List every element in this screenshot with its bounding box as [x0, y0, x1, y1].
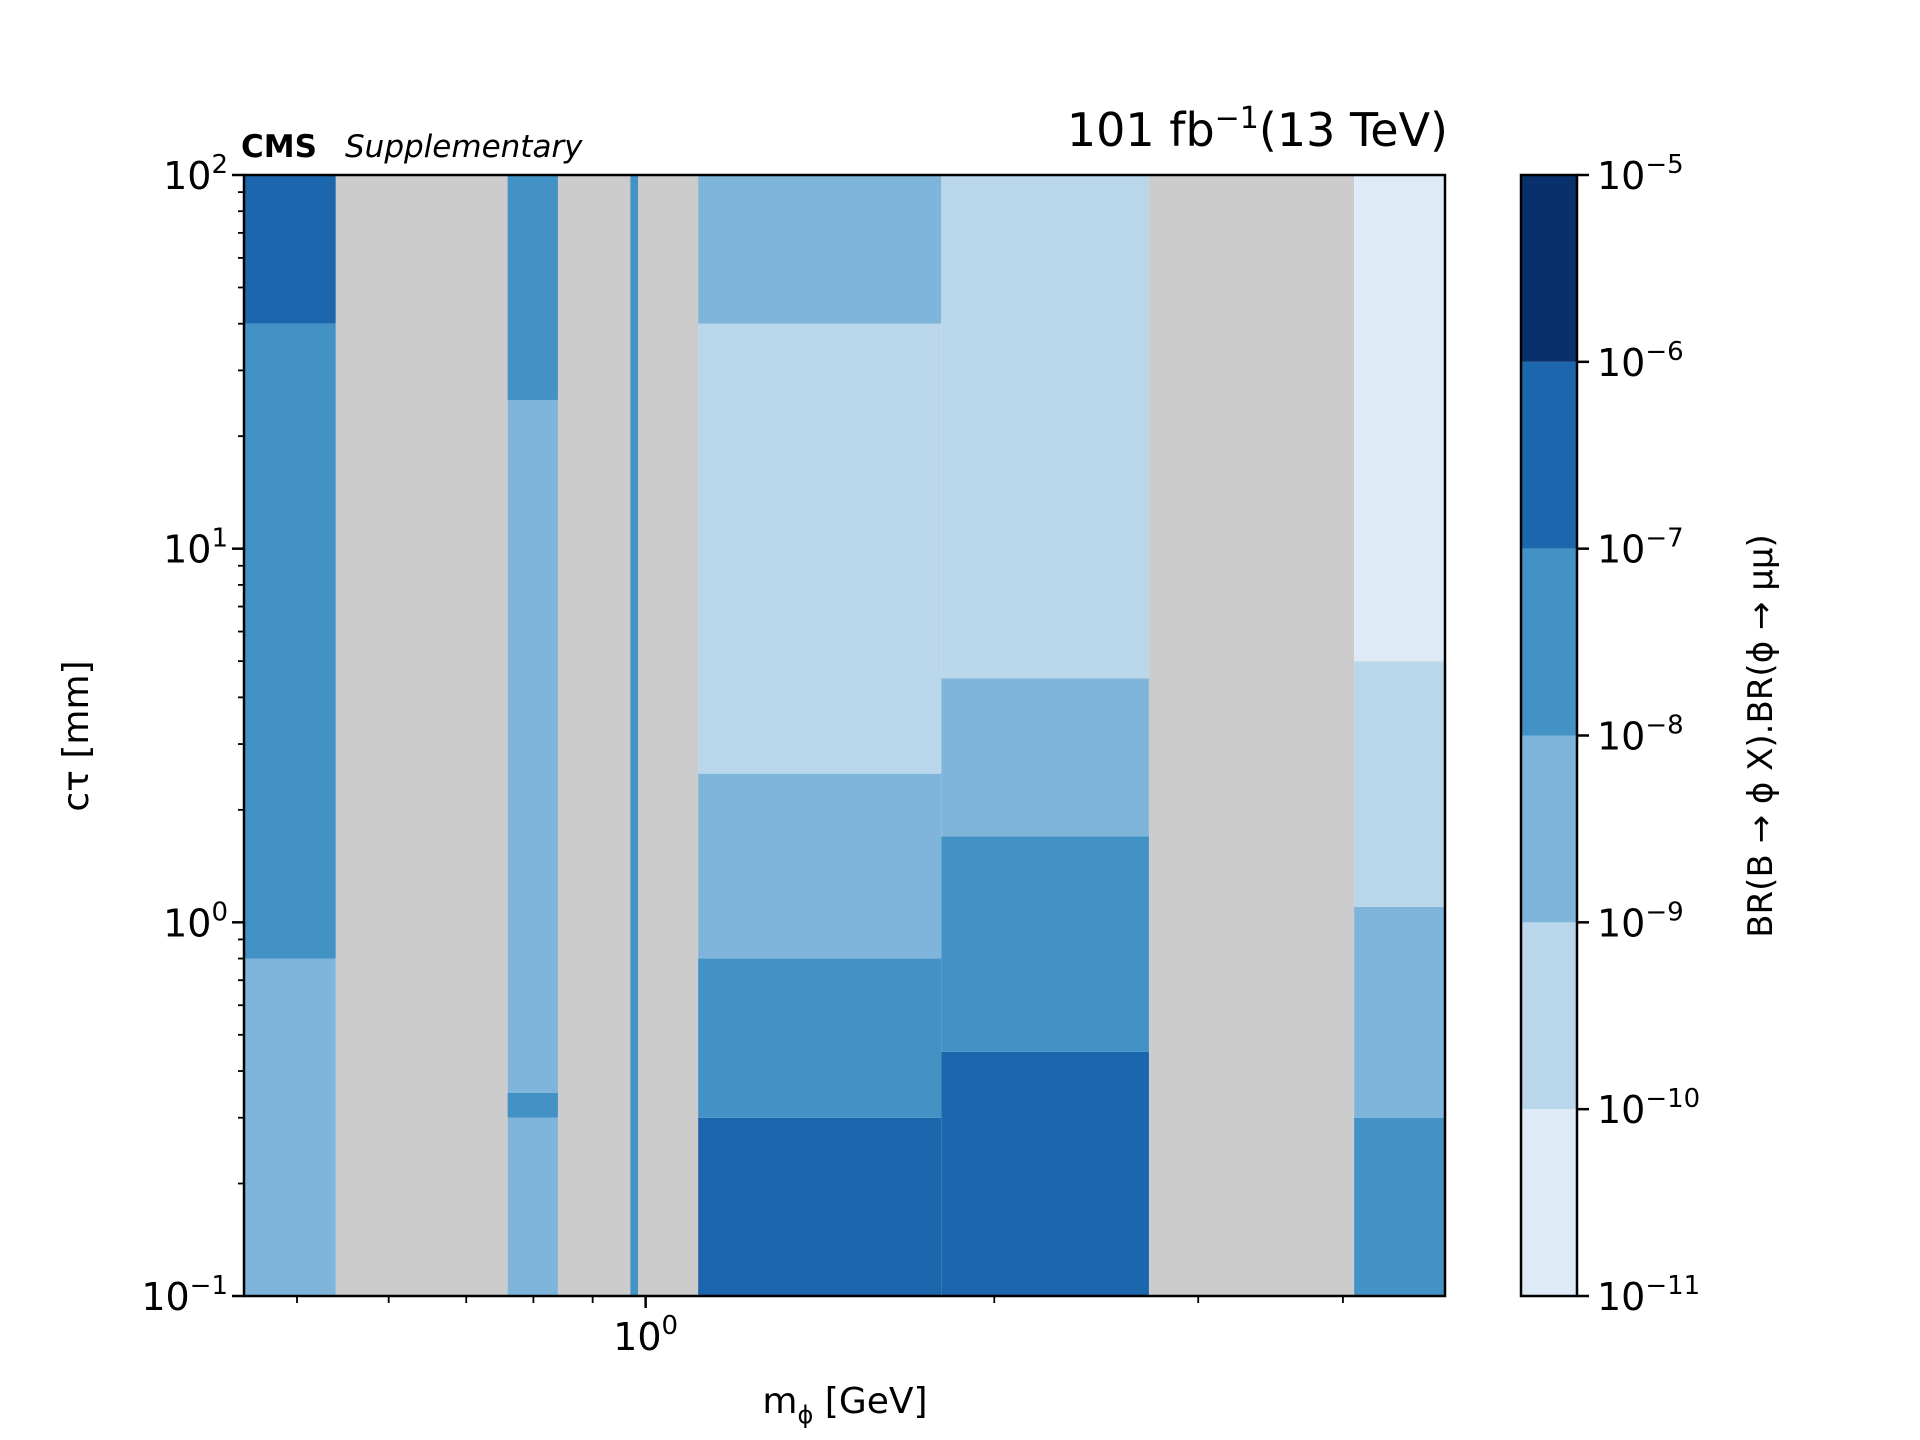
colorbar [1521, 175, 1577, 1296]
contour-band [244, 958, 336, 1296]
contour-band [244, 323, 336, 959]
y-tick-label: 100 [163, 897, 228, 945]
x-tick-label: 100 [613, 1311, 678, 1359]
colorbar-level [1521, 548, 1577, 736]
contour-band [941, 678, 1149, 837]
contour-band [1354, 175, 1445, 662]
contour-band [244, 175, 336, 324]
masked-region [335, 175, 508, 1296]
colorbar-title: BR(B → ϕ X).BR(ϕ → μμ) [1741, 534, 1781, 938]
lumi-label: 101 fb−1(13 TeV) [1067, 101, 1448, 157]
colorbar-level [1521, 1109, 1577, 1296]
colorbar-tick-label: 10−6 [1597, 337, 1684, 385]
contour-band [698, 958, 942, 1118]
masked-region [1148, 175, 1355, 1296]
masked-region [638, 175, 699, 1296]
plot-frame [242, 173, 1447, 1298]
x-axis: 100 [296, 1296, 1344, 1359]
contour-band [698, 1117, 942, 1296]
colorbar-tick-label: 10−8 [1597, 711, 1684, 759]
plot-area [244, 175, 1445, 1296]
x-axis-title-main: m [762, 1381, 797, 1422]
colorbar-level [1521, 735, 1577, 923]
contour-band [1354, 1117, 1445, 1296]
lumi-value: 101 fb [1067, 103, 1215, 157]
x-axis-title-rest: [GeV] [813, 1381, 927, 1422]
contour-band [507, 1117, 558, 1296]
colorbar-tick-label: 10−5 [1597, 150, 1684, 198]
experiment-label: CMS [241, 129, 317, 165]
colorbar-level [1521, 922, 1577, 1110]
y-tick-label: 102 [163, 150, 228, 198]
lumi-energy: (13 TeV) [1259, 103, 1448, 157]
contour-band [630, 175, 639, 1296]
contour-band [941, 836, 1149, 1052]
colorbar-level [1521, 175, 1577, 362]
contour-band [1354, 906, 1445, 1118]
x-axis-title: mϕ [GeV] [762, 1381, 927, 1429]
colorbar-tick-label: 10−10 [1597, 1084, 1700, 1132]
y-tick-label: 101 [163, 524, 228, 572]
y-axis-title: cτ [mm] [56, 660, 97, 811]
colorbar-tick-label: 10−7 [1597, 524, 1684, 572]
colorbar-tick-label: 10−11 [1597, 1271, 1700, 1319]
contour-band [698, 323, 942, 774]
contour-band [1354, 661, 1445, 907]
contour-band [507, 175, 558, 400]
y-axis: 10−1 100 101 102 [141, 150, 244, 1319]
contour-band [507, 399, 558, 1093]
lumi-exp: −1 [1215, 101, 1259, 136]
contour-band [698, 175, 942, 324]
x-axis-title-sub: ϕ [798, 1401, 814, 1429]
colorbar-level [1521, 361, 1577, 549]
contour-band [941, 1051, 1149, 1296]
contour-band [507, 1092, 558, 1118]
colorbar-ticks: 10−11 10−10 10−9 10−8 10−7 10−6 10−5 [1577, 150, 1700, 1319]
contour-band [941, 175, 1149, 679]
y-tick-label: 10−1 [141, 1271, 228, 1319]
contour-band [698, 773, 942, 959]
masked-region [557, 175, 631, 1296]
colorbar-tick-label: 10−9 [1597, 897, 1684, 945]
experiment-tag: Supplementary [345, 129, 583, 165]
